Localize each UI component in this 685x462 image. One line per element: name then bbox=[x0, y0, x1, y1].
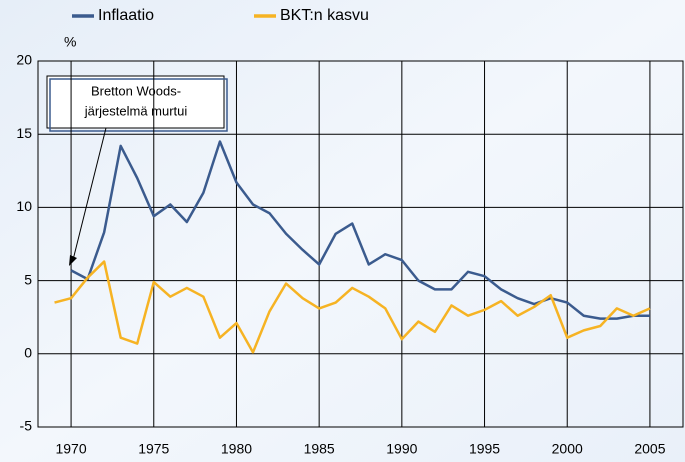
x-tick-label: 2005 bbox=[634, 441, 665, 457]
y-tick-label: 20 bbox=[16, 52, 32, 68]
annotation-shadow bbox=[49, 78, 228, 132]
legend: Inflaatio BKT:n kasvu bbox=[72, 7, 369, 24]
y-tick-label: 15 bbox=[16, 125, 32, 141]
x-tick-label: 1980 bbox=[221, 441, 252, 457]
annotation-box bbox=[46, 75, 225, 129]
legend-label: BKT:n kasvu bbox=[280, 7, 369, 24]
y-axis-label: % bbox=[64, 34, 76, 50]
y-tick-label: -5 bbox=[20, 418, 33, 434]
y-tick-label: 5 bbox=[24, 271, 32, 287]
x-tick-label: 1985 bbox=[304, 441, 335, 457]
legend-label: Inflaatio bbox=[98, 7, 154, 24]
x-tick-label: 1975 bbox=[138, 441, 169, 457]
annotation-arrow bbox=[72, 127, 107, 261]
y-tick-label: 10 bbox=[16, 198, 32, 214]
x-tick-label: 1995 bbox=[469, 441, 500, 457]
series-line bbox=[54, 260, 651, 354]
y-tick-label: 0 bbox=[24, 345, 32, 361]
x-tick-label: 1990 bbox=[386, 441, 417, 457]
annotation-text: järjestelmä murtui bbox=[84, 103, 188, 118]
x-tick-label: 2000 bbox=[552, 441, 583, 457]
x-tick-label: 1970 bbox=[55, 441, 86, 457]
annotation-text: Bretton Woods- bbox=[91, 83, 181, 98]
